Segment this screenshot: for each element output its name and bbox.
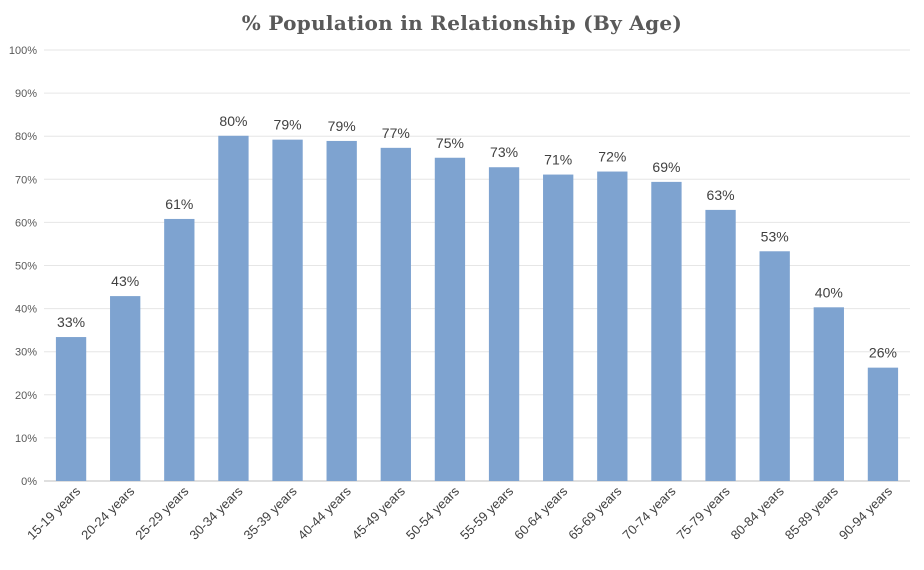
bar (218, 135, 249, 482)
data-label: 53% (761, 228, 789, 244)
data-label: 77% (382, 125, 410, 141)
x-tick-label: 30-34 years (186, 483, 246, 543)
data-label: 40% (815, 284, 843, 300)
data-label: 26% (869, 345, 897, 361)
x-tick-label: 60-64 years (511, 483, 571, 543)
x-tick-label: 15-19 years (24, 483, 84, 543)
data-label: 69% (652, 159, 680, 175)
bar (705, 209, 736, 481)
bar (651, 181, 682, 482)
y-tick-label: 0% (21, 476, 37, 488)
y-tick-label: 100% (9, 45, 37, 57)
x-tick-label: 75-79 years (674, 483, 734, 543)
y-tick-label: 60% (15, 217, 37, 229)
x-tick-label: 20-24 years (78, 483, 138, 543)
data-label: 75% (436, 135, 464, 151)
x-tick-label: 90-94 years (836, 483, 896, 543)
data-label: 61% (165, 196, 193, 212)
y-tick-label: 40% (15, 304, 37, 316)
x-tick-label: 85-89 years (782, 483, 842, 543)
bar (380, 147, 411, 481)
y-tick-label: 80% (15, 131, 37, 143)
bar (759, 251, 790, 481)
data-label: 71% (544, 152, 572, 168)
data-label: 79% (328, 118, 356, 134)
data-label: 72% (598, 149, 626, 165)
data-label: 33% (57, 314, 85, 330)
bar (272, 139, 303, 481)
x-tick-label: 80-84 years (728, 483, 788, 543)
x-tick-label: 45-49 years (349, 483, 409, 543)
bar (488, 167, 520, 481)
data-label: 79% (274, 117, 302, 133)
bar (164, 218, 195, 481)
x-tick-label: 25-29 years (132, 483, 192, 543)
data-label: 73% (490, 144, 518, 160)
bar (867, 367, 899, 481)
bar (597, 171, 628, 482)
bar (813, 307, 844, 481)
x-tick-label: 65-69 years (565, 483, 625, 543)
y-axis-ticks: 0% 10% 20% 30% 40% 50% 60% 70% 80% 90% 100% (9, 45, 37, 488)
y-tick-label: 70% (15, 174, 37, 186)
bar (110, 296, 141, 481)
y-tick-label: 50% (15, 261, 37, 273)
y-tick-label: 30% (15, 347, 37, 359)
bar (326, 140, 357, 482)
bar (543, 174, 574, 481)
y-tick-label: 90% (15, 88, 37, 100)
chart-title: % Population in Relationship (By Age) (242, 11, 682, 35)
x-tick-label: 55-59 years (457, 483, 517, 543)
data-label: 63% (707, 187, 735, 203)
data-label: 80% (219, 113, 247, 129)
x-tick-label: 70-74 years (619, 483, 679, 543)
y-tick-label: 20% (15, 390, 37, 402)
bar (434, 157, 466, 481)
bar (55, 337, 87, 481)
x-tick-label: 50-54 years (403, 483, 463, 543)
x-tick-label: 40-44 years (295, 483, 355, 543)
x-tick-label: 35-39 years (241, 483, 301, 543)
y-tick-label: 10% (15, 433, 37, 445)
bars (55, 135, 899, 482)
data-label: 43% (111, 273, 139, 289)
data-labels: 33% 43% 61% 80% 79% 79% 77% 75% 73% 71% 72% 69% 63% 5… (57, 113, 897, 361)
